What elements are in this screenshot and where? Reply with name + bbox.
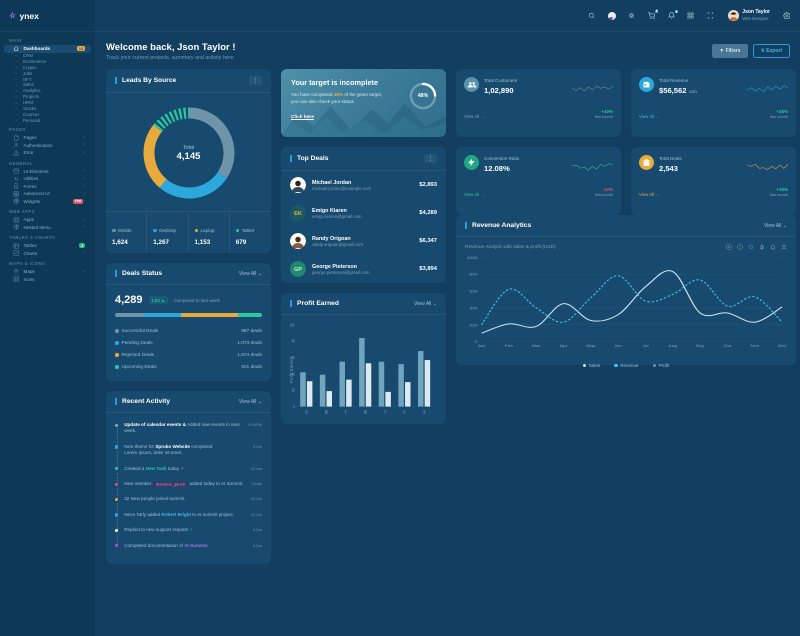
svg-text:600: 600 bbox=[469, 289, 478, 293]
svg-text:GP: GP bbox=[294, 267, 302, 273]
svg-text:M: M bbox=[325, 409, 328, 416]
svg-text:200: 200 bbox=[469, 323, 478, 327]
svg-text:Dec: Dec bbox=[778, 344, 787, 348]
svg-text:100: 100 bbox=[290, 323, 295, 328]
svg-text:Nov: Nov bbox=[750, 344, 760, 348]
svg-text:20: 20 bbox=[292, 387, 296, 393]
svg-text:F: F bbox=[404, 409, 406, 416]
svg-text:Jan: Jan bbox=[478, 344, 486, 348]
svg-text:Aug: Aug bbox=[668, 344, 677, 348]
svg-text:Apr: Apr bbox=[560, 344, 568, 348]
svg-text:Jul: Jul bbox=[642, 344, 648, 348]
svg-text:800: 800 bbox=[469, 272, 478, 276]
svg-text:S: S bbox=[423, 409, 425, 416]
svg-text:T: T bbox=[345, 409, 347, 416]
svg-text:Sep: Sep bbox=[696, 344, 705, 348]
svg-text:T: T bbox=[384, 409, 386, 416]
svg-text:Feb: Feb bbox=[505, 344, 514, 348]
svg-text:400: 400 bbox=[469, 306, 478, 310]
svg-text:May: May bbox=[586, 344, 596, 348]
svg-text:S: S bbox=[305, 409, 307, 416]
svg-text:W: W bbox=[364, 409, 368, 416]
svg-text:Jun: Jun bbox=[614, 344, 622, 348]
svg-text:1000: 1000 bbox=[467, 255, 478, 259]
svg-text:EK: EK bbox=[294, 211, 302, 217]
svg-text:Mar: Mar bbox=[532, 344, 541, 348]
svg-text:80: 80 bbox=[292, 338, 296, 344]
svg-text:Oct: Oct bbox=[724, 344, 732, 348]
svg-text:0: 0 bbox=[293, 403, 295, 409]
